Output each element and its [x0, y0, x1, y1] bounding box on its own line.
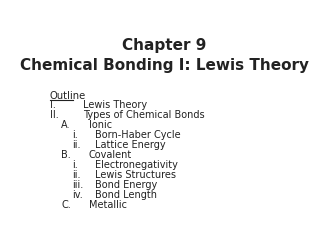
Text: A.: A. [61, 120, 71, 131]
Text: iv.: iv. [72, 190, 83, 200]
Text: i.: i. [72, 160, 78, 170]
Text: B.: B. [61, 150, 71, 160]
Text: i.: i. [72, 130, 78, 140]
Text: Bond Energy: Bond Energy [95, 180, 157, 190]
Text: Metallic: Metallic [89, 200, 127, 210]
Text: Covalent: Covalent [89, 150, 132, 160]
Text: ii.: ii. [72, 170, 81, 180]
Text: C.: C. [61, 200, 71, 210]
Text: Born-Haber Cycle: Born-Haber Cycle [95, 130, 180, 140]
Text: II.: II. [50, 110, 59, 120]
Text: Bond Length: Bond Length [95, 190, 156, 200]
Text: iii.: iii. [72, 180, 84, 190]
Text: I.: I. [50, 101, 56, 110]
Text: Ionic: Ionic [89, 120, 112, 131]
Text: ii.: ii. [72, 140, 81, 150]
Text: Chemical Bonding I: Lewis Theory: Chemical Bonding I: Lewis Theory [20, 58, 308, 73]
Text: Chapter 9: Chapter 9 [122, 38, 206, 53]
Text: Lewis Structures: Lewis Structures [95, 170, 176, 180]
Text: Outline: Outline [50, 91, 86, 101]
Text: Lattice Energy: Lattice Energy [95, 140, 165, 150]
Text: Types of Chemical Bonds: Types of Chemical Bonds [84, 110, 205, 120]
Text: Lewis Theory: Lewis Theory [84, 101, 148, 110]
Text: Electronegativity: Electronegativity [95, 160, 177, 170]
